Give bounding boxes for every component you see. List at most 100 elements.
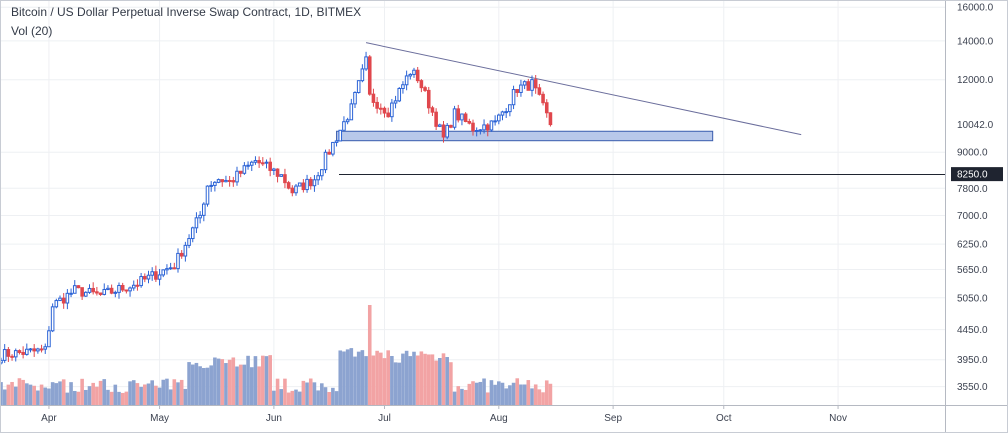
candle-body [533, 79, 538, 89]
x-axis[interactable]: Apr May Jun Jul Aug Sep Oct Nov [41, 405, 847, 424]
candle-body [50, 306, 55, 332]
candle-body [157, 274, 162, 280]
volume-bar [213, 357, 217, 405]
candle-body [537, 87, 542, 95]
y-tick-label: 5050.0 [957, 293, 988, 304]
candle-body [331, 141, 335, 155]
price-labels: 10042.0 8250.0 [951, 117, 1003, 182]
volume-bar [408, 356, 413, 405]
candle-body [297, 182, 302, 187]
volume-bar [17, 378, 22, 405]
volume-bar [65, 392, 70, 405]
volume-bar [397, 362, 402, 405]
volume-bar [80, 378, 84, 405]
candle-body [43, 346, 48, 350]
candle-body [161, 269, 166, 276]
volume-bar [216, 358, 221, 405]
volume-bar [202, 367, 206, 405]
volume-bar [264, 356, 269, 405]
candle-body [47, 330, 51, 348]
volume-bar [474, 382, 479, 405]
candle-body [426, 89, 431, 109]
candle-body [10, 355, 14, 358]
candle-body [419, 80, 424, 89]
trend-line[interactable] [365, 42, 802, 136]
volume-bar [161, 379, 166, 405]
candle-body [54, 300, 59, 308]
candle-body [235, 170, 239, 183]
candle-body [364, 56, 368, 70]
x-tick-label: Nov [829, 413, 847, 424]
candle-body [227, 179, 232, 182]
candle-body [530, 79, 534, 91]
volume-bar [47, 388, 51, 405]
volume-bar [449, 362, 453, 405]
volume-bar [84, 389, 88, 405]
candle-body [17, 350, 22, 353]
volume-bar [1, 382, 3, 405]
candle-body [478, 129, 483, 132]
volume-bar [338, 350, 343, 405]
candle-body [143, 276, 147, 280]
y-tick-label: 6250.0 [957, 240, 988, 251]
volume-bar [349, 348, 354, 405]
candle-body [541, 93, 545, 104]
volume-bar [224, 363, 228, 405]
candle-body [474, 130, 479, 133]
volume-bar [39, 384, 44, 405]
volume-bar [526, 380, 531, 405]
volume-bar [131, 380, 136, 405]
candle-body [489, 120, 494, 131]
candle-body [176, 252, 180, 270]
candle-body [131, 284, 136, 289]
volume-bar [537, 389, 542, 405]
volume-bar [530, 388, 534, 405]
volume-bar [345, 349, 350, 405]
volume-bar [87, 386, 92, 405]
candle-body [135, 284, 140, 287]
candle-body [349, 103, 354, 121]
volume-bar [323, 387, 328, 405]
candle-body [261, 162, 265, 165]
y-tick-label: 4450.0 [957, 325, 988, 336]
x-tick-label: Jul [378, 413, 391, 424]
candle-body [165, 268, 169, 271]
candle-body [61, 297, 66, 304]
candle-body [434, 111, 438, 127]
volume-bar [58, 381, 62, 405]
candle-body [242, 165, 247, 174]
volume-bar [268, 355, 272, 405]
candle-body [456, 108, 461, 121]
candle-body [202, 203, 206, 216]
candle-body [504, 111, 508, 114]
volume-bar [2, 389, 7, 405]
candle-body [511, 89, 516, 106]
x-tick-label: May [150, 413, 169, 424]
candle-body [13, 350, 18, 358]
volume-bar [257, 366, 261, 405]
support-zone[interactable] [336, 130, 714, 142]
volume-bar [61, 379, 66, 405]
candle-body [224, 179, 228, 183]
volume-indicator-label[interactable]: Vol (20) [11, 24, 53, 38]
price-label-8250: 8250.0 [957, 170, 988, 181]
volume-bar [135, 383, 140, 405]
candle-body [312, 179, 317, 187]
y-tick-label: 3950.0 [957, 355, 988, 366]
candle-body [154, 271, 158, 280]
price-label-10042: 10042.0 [957, 120, 994, 131]
candle-body [379, 107, 383, 110]
candle-body [253, 160, 258, 163]
candle-body [375, 101, 379, 109]
y-axis[interactable]: 3550.0 3950.0 4450.0 5050.0 5650.0 6250.0 7000… [957, 3, 994, 393]
volume-bar [95, 386, 99, 405]
volume-bar [515, 378, 520, 405]
volume-bar [438, 357, 442, 405]
candle-body [98, 292, 103, 295]
volume-bar [157, 387, 162, 405]
candle-body [198, 214, 202, 219]
volume-bar [32, 385, 36, 405]
candle-body [246, 164, 250, 167]
volume-bar [412, 351, 416, 405]
